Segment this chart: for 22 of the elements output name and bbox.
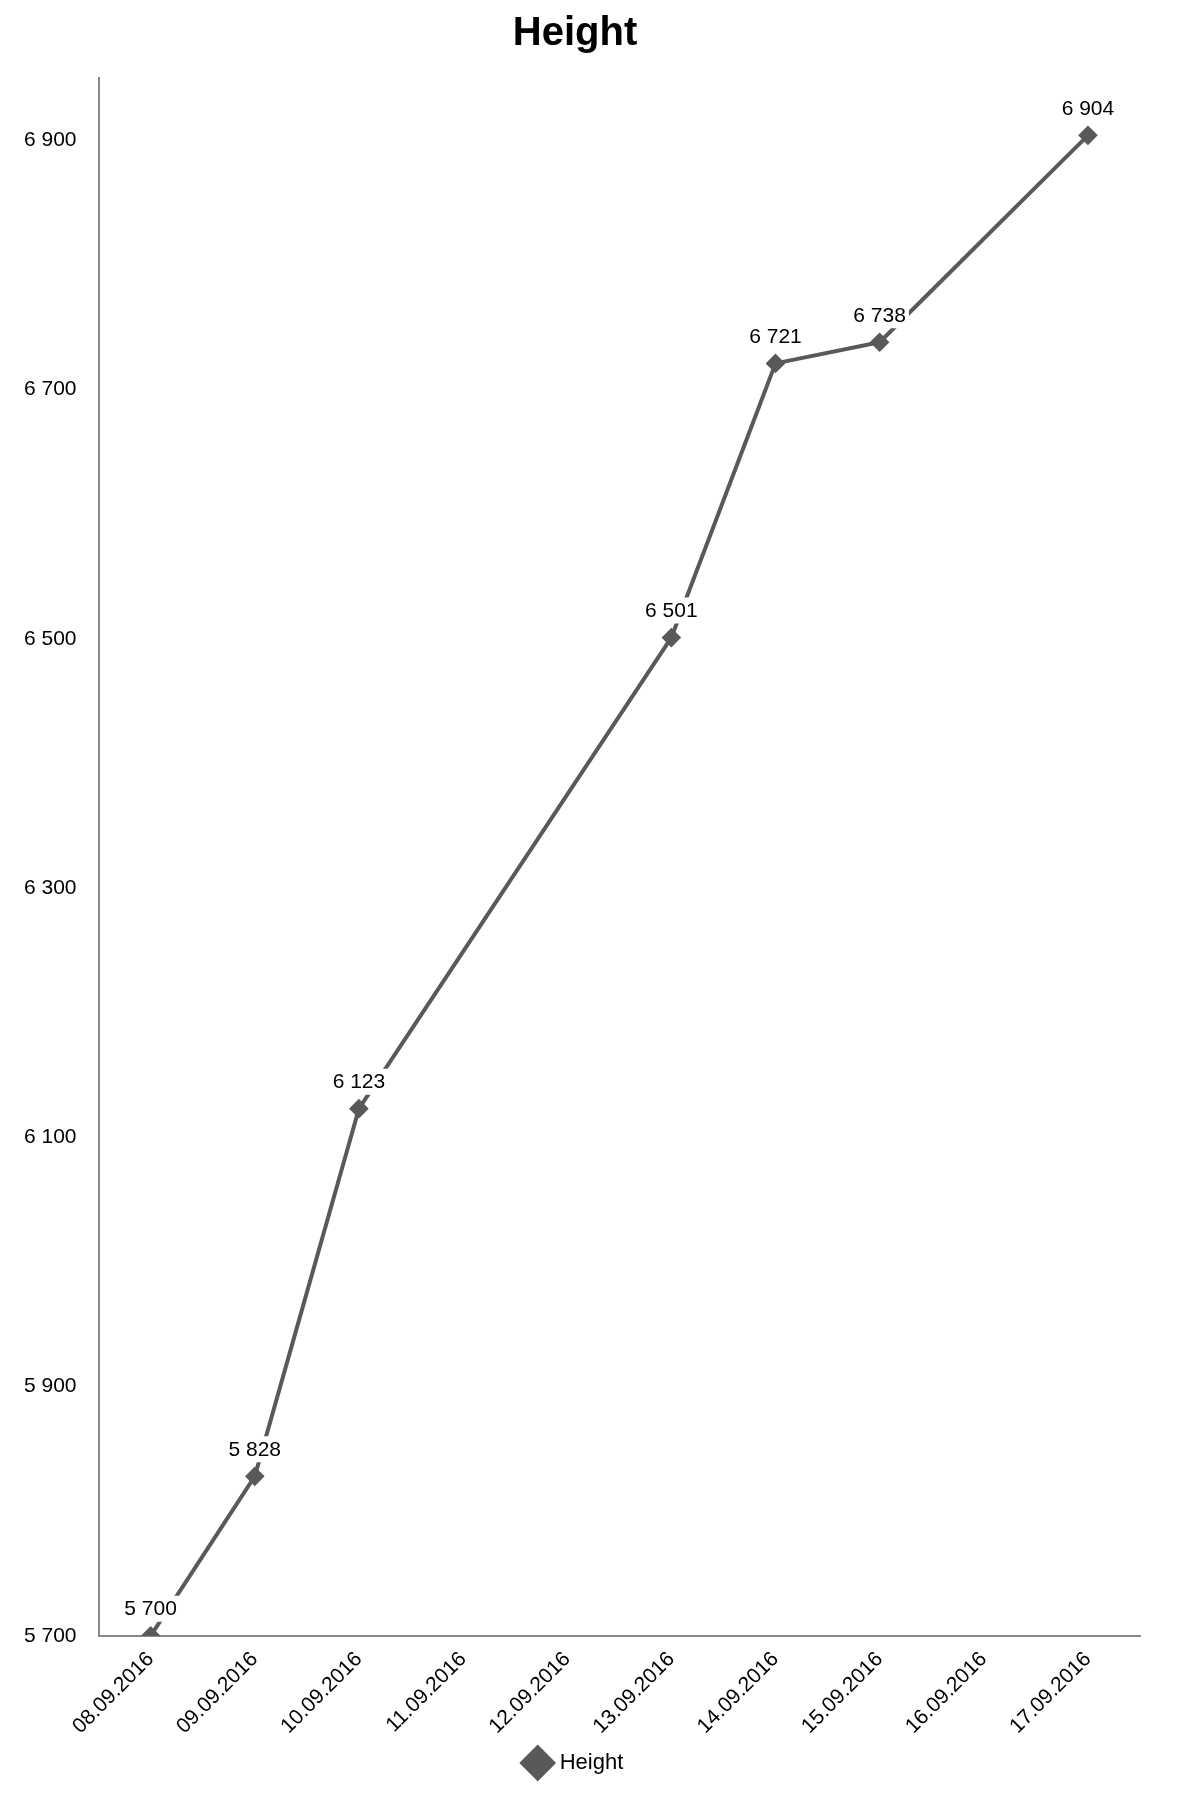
chart-title: Height — [512, 9, 638, 54]
y-tick-label: 6 100 — [23, 1124, 77, 1148]
point — [662, 628, 681, 647]
data-label: 6 904 — [1061, 95, 1115, 119]
y-tick-label: 5 700 — [23, 1622, 77, 1646]
data-label: 6 721 — [749, 323, 802, 347]
point — [1078, 126, 1097, 145]
data-label: 5 828 — [228, 1436, 282, 1460]
point — [349, 1099, 368, 1118]
point — [766, 354, 785, 373]
legend-label: Height — [559, 1749, 624, 1775]
y-tick-label: 5 900 — [23, 1373, 77, 1397]
y-tick-label: 6 300 — [23, 874, 77, 898]
y-tick-label: 6 700 — [23, 376, 77, 400]
data-label: 6 501 — [645, 597, 698, 621]
point — [870, 333, 889, 352]
y-tick-label: 6 500 — [23, 625, 77, 649]
data-label: 5 700 — [124, 1596, 177, 1620]
point — [245, 1467, 264, 1486]
data-label: 6 738 — [853, 302, 906, 326]
data-label: 6 123 — [332, 1068, 386, 1092]
y-tick-label: 6 900 — [23, 127, 77, 151]
